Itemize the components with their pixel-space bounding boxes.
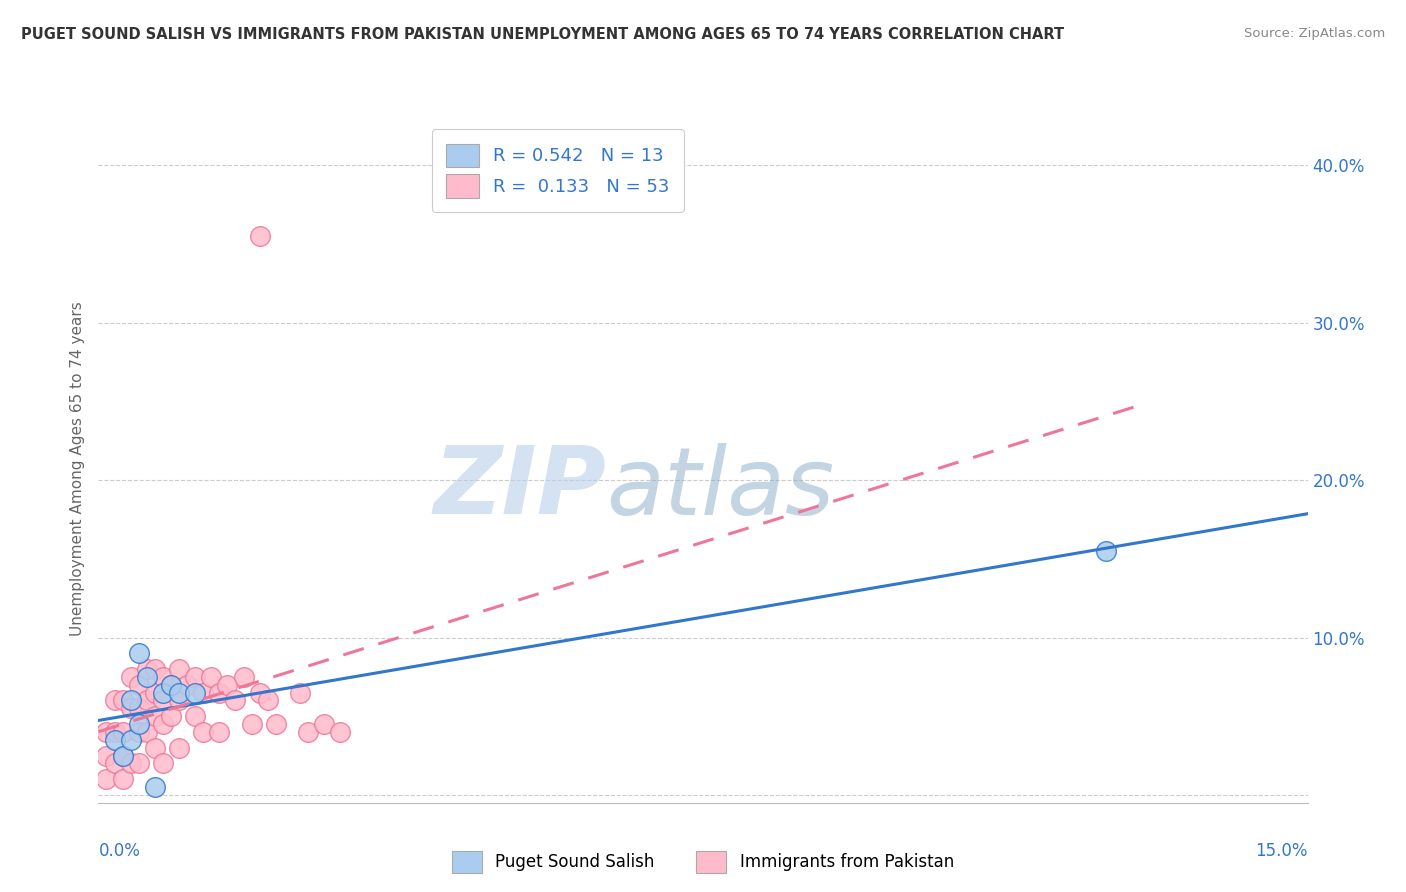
Point bbox=[143, 685, 166, 699]
Point bbox=[152, 693, 174, 707]
Point bbox=[143, 740, 166, 755]
Point bbox=[152, 756, 174, 771]
Point bbox=[297, 725, 319, 739]
Legend: Puget Sound Salish, Immigrants from Pakistan: Puget Sound Salish, Immigrants from Paki… bbox=[446, 845, 960, 880]
Point bbox=[208, 685, 231, 699]
Point bbox=[135, 662, 157, 676]
Point bbox=[111, 748, 134, 763]
Point bbox=[120, 670, 142, 684]
Point bbox=[184, 685, 207, 699]
Text: atlas: atlas bbox=[606, 442, 835, 534]
Point bbox=[111, 772, 134, 787]
Point bbox=[200, 670, 222, 684]
Point bbox=[128, 646, 150, 660]
Point bbox=[96, 772, 118, 787]
Point bbox=[103, 732, 125, 747]
Point bbox=[224, 693, 246, 707]
Point bbox=[96, 748, 118, 763]
Point bbox=[143, 780, 166, 794]
Text: ZIP: ZIP bbox=[433, 442, 606, 534]
Point bbox=[128, 725, 150, 739]
Point bbox=[152, 685, 174, 699]
Point bbox=[135, 670, 157, 684]
Point bbox=[103, 693, 125, 707]
Point bbox=[167, 693, 190, 707]
Text: Source: ZipAtlas.com: Source: ZipAtlas.com bbox=[1244, 27, 1385, 40]
Point bbox=[217, 678, 239, 692]
Text: 15.0%: 15.0% bbox=[1256, 842, 1308, 860]
Point bbox=[193, 685, 215, 699]
Point bbox=[135, 693, 157, 707]
Point bbox=[176, 678, 198, 692]
Y-axis label: Unemployment Among Ages 65 to 74 years: Unemployment Among Ages 65 to 74 years bbox=[69, 301, 84, 636]
Point bbox=[111, 693, 134, 707]
Point bbox=[152, 717, 174, 731]
Point bbox=[128, 717, 150, 731]
Point bbox=[103, 725, 125, 739]
Text: 0.0%: 0.0% bbox=[98, 842, 141, 860]
Legend: R = 0.542   N = 13, R =  0.133   N = 53: R = 0.542 N = 13, R = 0.133 N = 53 bbox=[432, 129, 683, 212]
Point bbox=[152, 670, 174, 684]
Point bbox=[1095, 544, 1118, 558]
Point bbox=[160, 709, 183, 723]
Point bbox=[314, 717, 336, 731]
Point bbox=[120, 756, 142, 771]
Point bbox=[208, 725, 231, 739]
Point bbox=[232, 670, 254, 684]
Point bbox=[96, 725, 118, 739]
Point bbox=[128, 701, 150, 715]
Point bbox=[240, 717, 263, 731]
Point bbox=[329, 725, 352, 739]
Point bbox=[120, 693, 142, 707]
Point bbox=[103, 756, 125, 771]
Point bbox=[167, 662, 190, 676]
Point bbox=[193, 725, 215, 739]
Point bbox=[288, 685, 311, 699]
Text: PUGET SOUND SALISH VS IMMIGRANTS FROM PAKISTAN UNEMPLOYMENT AMONG AGES 65 TO 74 : PUGET SOUND SALISH VS IMMIGRANTS FROM PA… bbox=[21, 27, 1064, 42]
Point bbox=[128, 756, 150, 771]
Point bbox=[256, 693, 278, 707]
Point bbox=[135, 725, 157, 739]
Point bbox=[111, 748, 134, 763]
Point bbox=[167, 685, 190, 699]
Point bbox=[143, 709, 166, 723]
Point bbox=[249, 229, 271, 244]
Point bbox=[143, 662, 166, 676]
Point bbox=[120, 732, 142, 747]
Point bbox=[128, 678, 150, 692]
Point bbox=[184, 670, 207, 684]
Point bbox=[264, 717, 287, 731]
Point bbox=[120, 701, 142, 715]
Point bbox=[167, 740, 190, 755]
Point bbox=[111, 725, 134, 739]
Point bbox=[184, 709, 207, 723]
Point bbox=[160, 678, 183, 692]
Point bbox=[249, 685, 271, 699]
Point bbox=[160, 678, 183, 692]
